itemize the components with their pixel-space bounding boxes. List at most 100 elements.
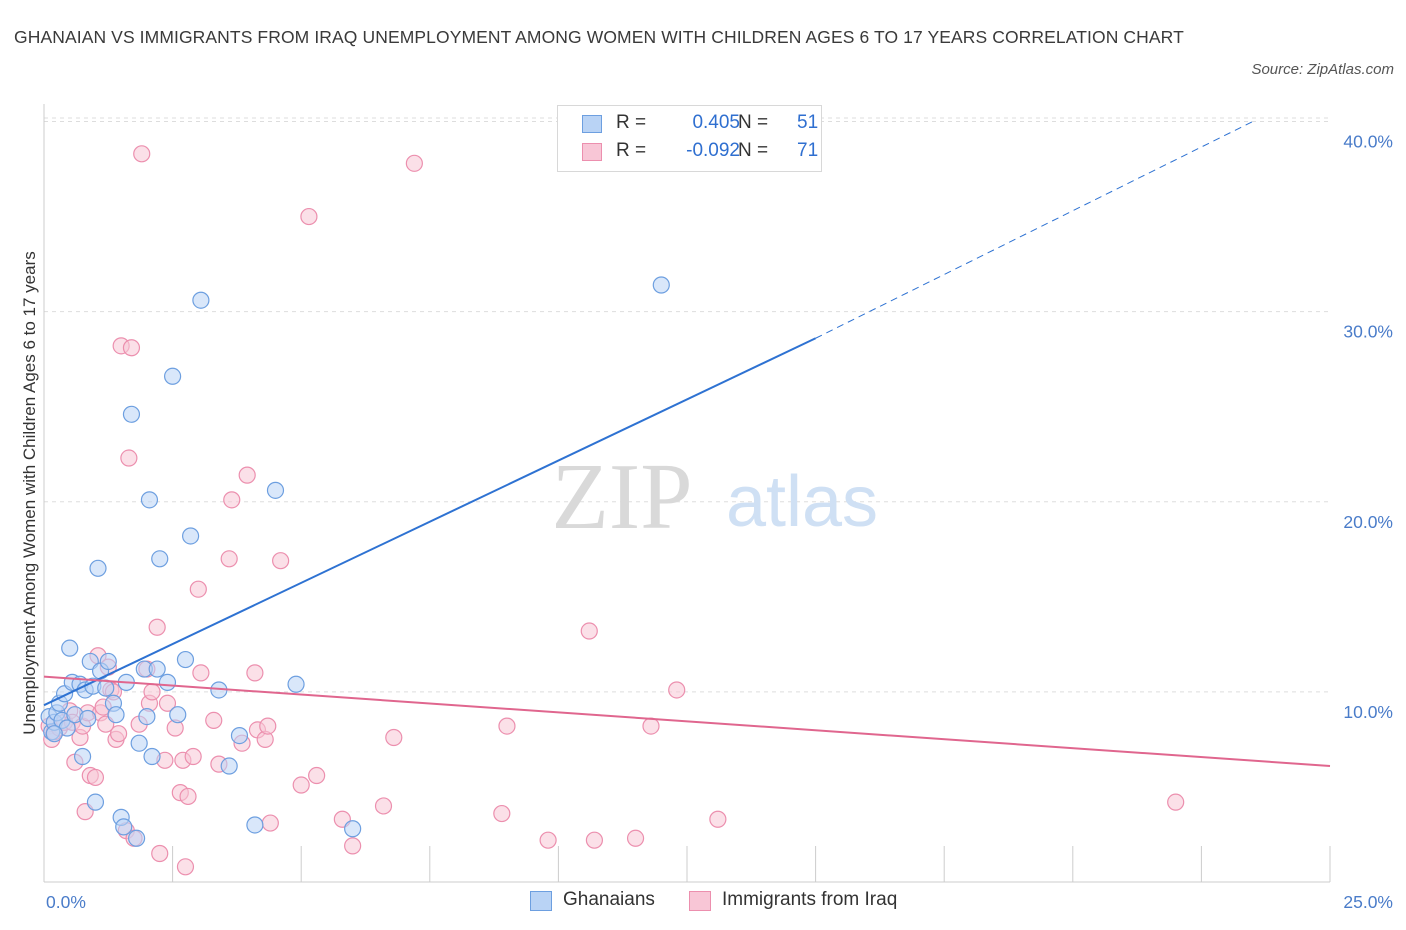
- iraq-point: [223, 491, 241, 509]
- x-tick-label: 25.0%: [1343, 892, 1393, 912]
- watermark-zip: ZIP: [552, 445, 693, 549]
- ghanaian-point: [140, 491, 159, 509]
- legend-n-value: 51: [797, 112, 819, 133]
- legend-n-label: N =: [738, 140, 769, 161]
- iraq-point: [539, 831, 557, 849]
- ghanaian-point: [89, 559, 107, 577]
- iraq-point: [385, 728, 403, 747]
- ghanaian-point: [344, 820, 362, 838]
- legend-r-value: -0.092: [686, 140, 740, 161]
- ghanaian-point: [127, 829, 146, 847]
- ghanaian-point: [158, 673, 177, 691]
- iraq-point: [585, 831, 604, 849]
- legend-swatch-pink: [582, 143, 602, 161]
- iraq-point: [642, 717, 660, 735]
- iraq-point: [1167, 793, 1185, 811]
- ghanaian-point: [148, 660, 166, 678]
- ghanaian-point: [169, 706, 187, 724]
- iraq-point: [184, 747, 202, 766]
- legend-swatch-blue: [530, 891, 552, 911]
- iraq-point: [300, 207, 318, 226]
- iraq-point: [626, 829, 645, 847]
- ghanaian-point: [61, 639, 79, 657]
- ghanaian-point: [246, 816, 264, 834]
- ghanaian-point: [45, 725, 63, 743]
- ghanaian-point: [182, 527, 200, 545]
- iraq-point: [151, 844, 169, 863]
- iraq-point: [292, 776, 310, 794]
- y-tick-label: 20.0%: [1343, 512, 1393, 532]
- y-axis-label: Unemployment Among Women with Children A…: [20, 251, 39, 735]
- iraq-point: [261, 814, 279, 832]
- source-credit: Source: ZipAtlas.com: [1251, 61, 1394, 78]
- ghanaian-point: [138, 707, 156, 726]
- iraq-point: [133, 145, 151, 163]
- ghanaian-points: [40, 276, 670, 847]
- y-tick-label: 30.0%: [1343, 322, 1393, 342]
- iraq-point: [709, 810, 727, 828]
- ghanaian-trendline-extension: [815, 121, 1254, 339]
- gridlines: [44, 117, 1330, 693]
- ghanaian-point: [79, 709, 97, 728]
- iraq-point: [120, 449, 138, 467]
- iraq-point: [220, 550, 238, 568]
- iraq-point: [148, 618, 166, 636]
- series-legend: Ghanaians Immigrants from Iraq: [0, 888, 1406, 918]
- iraq-point: [122, 339, 141, 357]
- legend-swatch-pink: [689, 891, 711, 911]
- legend-label-iraq: Immigrants from Iraq: [722, 889, 898, 910]
- ghanaian-point: [151, 550, 169, 568]
- ghanaian-point: [230, 727, 249, 745]
- legend-r-label: R =: [616, 112, 647, 133]
- ghanaian-point: [99, 652, 117, 671]
- ghanaian-point: [287, 675, 305, 693]
- iraq-point: [143, 683, 161, 701]
- ghanaian-point: [107, 706, 125, 724]
- iraq-point: [189, 580, 207, 598]
- chart-title: GHANAIAN VS IMMIGRANTS FROM IRAQ UNEMPLO…: [14, 27, 1184, 47]
- iraq-point: [176, 858, 195, 876]
- legend-n-value: 71: [797, 140, 819, 161]
- tick-labels: 10.0% 20.0% 30.0% 40.0% 0.0% 25.0%: [46, 132, 1393, 912]
- ghanaian-point: [652, 276, 670, 294]
- ghanaian-point: [115, 818, 133, 836]
- iraq-point: [405, 154, 423, 172]
- iraq-point: [109, 725, 128, 743]
- correlation-legend: R = 0.405 N = 51 R = -0.092 N = 71: [557, 105, 822, 172]
- ghanaian-point: [266, 481, 285, 499]
- iraq-point: [192, 664, 210, 682]
- iraq-point: [344, 837, 362, 855]
- ghanaian-point: [86, 793, 105, 811]
- watermark-atlas: atlas: [726, 462, 878, 542]
- ghanaian-point: [192, 291, 210, 309]
- iraq-point: [259, 717, 277, 735]
- iraq-point: [246, 664, 264, 682]
- legend-r-value: 0.405: [692, 112, 740, 133]
- iraq-point: [493, 804, 511, 823]
- iraq-trendline: [43, 675, 1331, 768]
- axes: [43, 104, 1331, 883]
- iraq-point: [86, 768, 105, 787]
- ghanaian-point: [176, 650, 195, 669]
- iraq-point: [374, 797, 393, 815]
- ghanaian-point: [73, 747, 92, 766]
- watermark: ZIP atlas: [552, 445, 879, 549]
- iraq-points: [40, 145, 1185, 876]
- ghanaian-point: [220, 757, 238, 775]
- ghanaian-point: [164, 367, 182, 385]
- ghanaian-point: [130, 734, 148, 752]
- legend-label-ghanaians: Ghanaians: [563, 889, 655, 910]
- iraq-point: [272, 552, 290, 570]
- legend-r-label: R =: [616, 140, 647, 161]
- legend-n-label: N =: [738, 112, 769, 133]
- ghanaian-point: [143, 747, 161, 766]
- ghanaian-point: [97, 679, 115, 697]
- y-tick-label: 40.0%: [1343, 132, 1393, 152]
- legend-swatch-blue: [582, 115, 602, 133]
- iraq-point: [668, 681, 686, 699]
- iraq-point: [238, 466, 256, 484]
- iraq-point: [179, 787, 197, 806]
- ghanaian-trendline: [43, 337, 817, 707]
- x-tick-label: 0.0%: [46, 892, 86, 912]
